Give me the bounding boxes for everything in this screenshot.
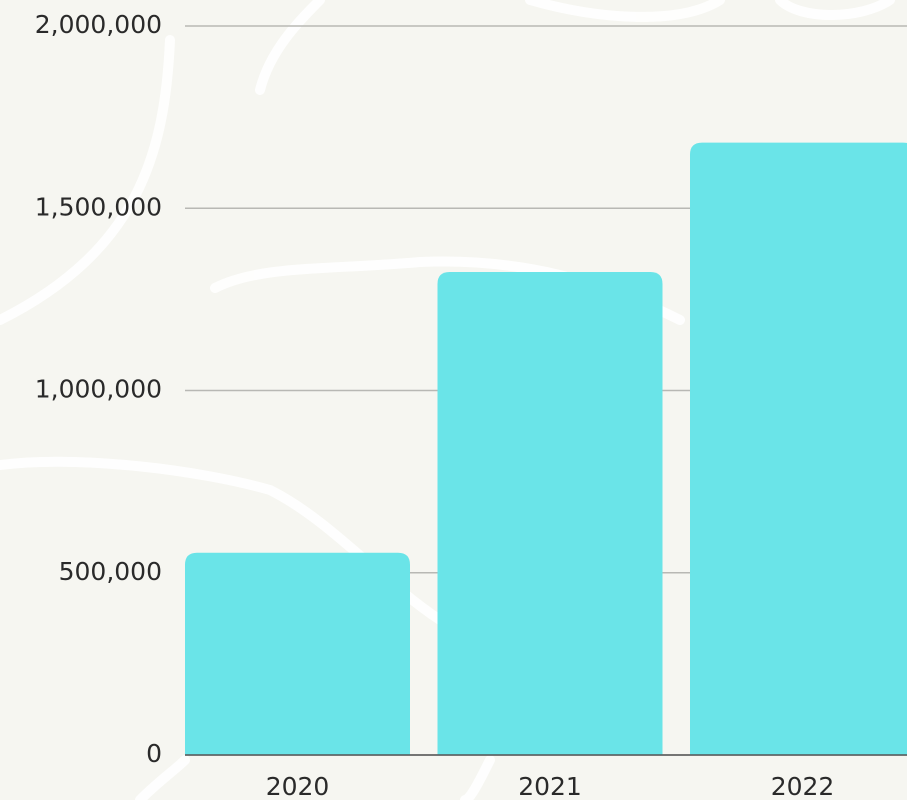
y-tick-label: 0 bbox=[146, 739, 162, 768]
chart: 0 500,000 1,000,000 1,500,000 2,000,000 2020 2… bbox=[0, 0, 907, 800]
y-tick-label: 1,000,000 bbox=[35, 375, 162, 404]
x-tick-label: 2022 bbox=[771, 772, 835, 800]
y-tick-label: 1,500,000 bbox=[35, 192, 162, 221]
y-tick-label: 500,000 bbox=[59, 557, 162, 586]
x-tick-label: 2021 bbox=[518, 772, 582, 800]
bar bbox=[438, 272, 663, 755]
x-tick-label: 2020 bbox=[266, 772, 330, 800]
bar bbox=[690, 143, 907, 755]
y-tick-label: 2,000,000 bbox=[35, 10, 162, 39]
bar bbox=[185, 553, 410, 755]
